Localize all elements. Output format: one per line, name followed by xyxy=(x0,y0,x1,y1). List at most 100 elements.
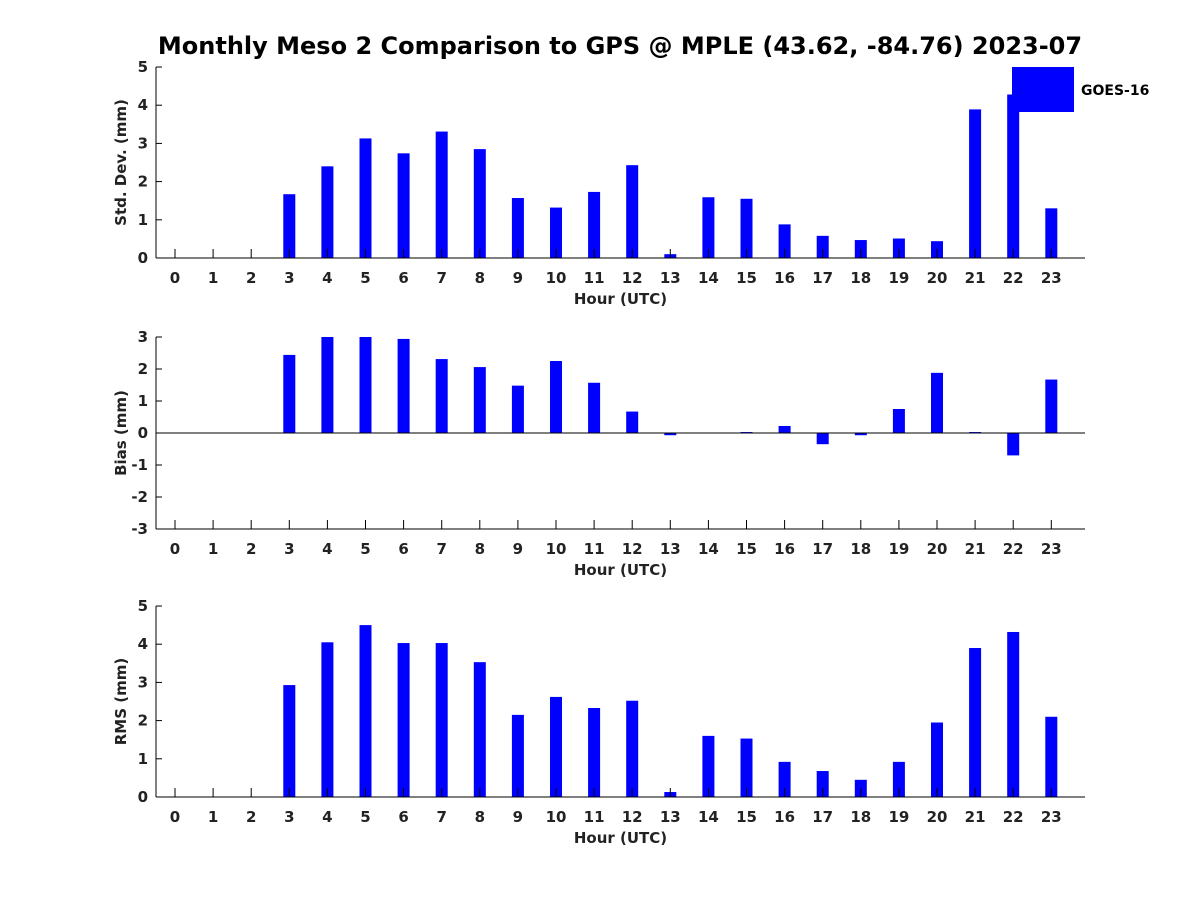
bar-rms-8 xyxy=(473,662,486,797)
bar-bias-11 xyxy=(588,382,601,433)
bar-stddev-22 xyxy=(1007,94,1020,258)
x-tick-label: 5 xyxy=(360,808,370,826)
bar-rms-17 xyxy=(816,771,829,797)
x-tick-label: 21 xyxy=(965,540,986,558)
x-tick-label: 2 xyxy=(246,808,256,826)
bar-stddev-15 xyxy=(740,198,753,258)
x-tick-label: 16 xyxy=(774,808,795,826)
x-tick-label: 11 xyxy=(584,808,605,826)
x-tick-label: 1 xyxy=(208,269,218,287)
x-axis-label: Hour (UTC) xyxy=(574,829,667,847)
x-tick-label: 23 xyxy=(1041,269,1062,287)
x-tick-label: 8 xyxy=(475,269,485,287)
x-tick-label: 20 xyxy=(927,540,948,558)
y-tick-label: -1 xyxy=(131,456,148,474)
bar-rms-16 xyxy=(778,761,791,797)
x-tick-label: 6 xyxy=(398,540,408,558)
bar-stddev-16 xyxy=(778,224,791,258)
x-tick-label: 10 xyxy=(546,540,567,558)
bar-rms-10 xyxy=(550,696,562,797)
x-tick-label: 5 xyxy=(360,540,370,558)
y-axis-label: RMS (mm) xyxy=(112,658,130,745)
bar-bias-17 xyxy=(816,433,829,445)
y-tick-label: 2 xyxy=(138,712,148,730)
y-tick-label: 2 xyxy=(138,360,148,378)
x-tick-label: 19 xyxy=(888,540,909,558)
y-tick-label: -3 xyxy=(131,520,148,538)
bar-stddev-17 xyxy=(816,235,829,258)
x-tick-label: 15 xyxy=(736,540,757,558)
bar-rms-22 xyxy=(1007,631,1020,797)
bar-rms-5 xyxy=(359,625,372,797)
x-tick-label: 3 xyxy=(284,269,294,287)
x-tick-label: 3 xyxy=(284,808,294,826)
bar-stddev-8 xyxy=(473,149,486,258)
x-tick-label: 15 xyxy=(736,808,757,826)
legend-swatch xyxy=(1012,67,1074,112)
bar-rms-6 xyxy=(397,643,410,797)
bar-bias-5 xyxy=(359,337,372,433)
bar-bias-16 xyxy=(778,425,791,433)
x-tick-label: 22 xyxy=(1003,808,1024,826)
bar-bias-6 xyxy=(397,338,410,433)
x-tick-label: 8 xyxy=(475,540,485,558)
bar-stddev-23 xyxy=(1045,208,1058,258)
x-tick-label: 18 xyxy=(850,540,871,558)
x-tick-label: 20 xyxy=(927,269,948,287)
x-tick-label: 22 xyxy=(1003,540,1024,558)
x-tick-label: 0 xyxy=(170,269,180,287)
chart-title: Monthly Meso 2 Comparison to GPS @ MPLE … xyxy=(158,32,1082,60)
bar-bias-23 xyxy=(1045,379,1058,433)
x-tick-label: 15 xyxy=(736,269,757,287)
x-tick-label: 14 xyxy=(698,808,719,826)
x-tick-label: 9 xyxy=(513,540,523,558)
y-tick-label: 5 xyxy=(138,58,148,76)
y-tick-label: 3 xyxy=(138,328,148,346)
y-tick-label: 0 xyxy=(138,424,148,442)
y-axis-label: Std. Dev. (mm) xyxy=(112,99,130,226)
x-tick-label: 19 xyxy=(888,808,909,826)
x-tick-label: 16 xyxy=(774,269,795,287)
bar-bias-7 xyxy=(435,359,448,433)
bar-bias-8 xyxy=(473,367,486,433)
bar-stddev-7 xyxy=(435,131,448,258)
x-tick-label: 18 xyxy=(850,808,871,826)
bar-rms-11 xyxy=(588,707,601,797)
x-tick-label: 3 xyxy=(284,540,294,558)
x-tick-label: 0 xyxy=(170,808,180,826)
x-tick-label: 21 xyxy=(965,269,986,287)
y-axis-label: Bias (mm) xyxy=(112,390,130,476)
x-tick-label: 23 xyxy=(1041,540,1062,558)
y-tick-label: 0 xyxy=(138,249,148,267)
y-tick-label: 4 xyxy=(138,96,148,114)
x-tick-label: 19 xyxy=(888,269,909,287)
bar-stddev-10 xyxy=(550,207,562,258)
bar-bias-12 xyxy=(626,411,639,433)
x-tick-label: 9 xyxy=(513,808,523,826)
bar-bias-4 xyxy=(321,337,334,433)
x-tick-label: 21 xyxy=(965,808,986,826)
x-tick-label: 17 xyxy=(812,269,833,287)
bar-rms-9 xyxy=(511,714,524,797)
bar-stddev-3 xyxy=(283,194,296,258)
bar-bias-20 xyxy=(931,372,943,433)
x-tick-label: 12 xyxy=(622,269,643,287)
bar-bias-9 xyxy=(511,385,524,433)
bar-stddev-21 xyxy=(969,109,982,258)
bar-bias-18 xyxy=(854,433,867,436)
y-tick-label: 3 xyxy=(138,673,148,691)
x-tick-label: 4 xyxy=(322,540,332,558)
x-axis-label: Hour (UTC) xyxy=(574,561,667,579)
x-tick-label: 10 xyxy=(546,269,567,287)
y-tick-label: 5 xyxy=(138,597,148,615)
x-tick-label: 13 xyxy=(660,269,681,287)
x-tick-label: 1 xyxy=(208,808,218,826)
x-tick-label: 8 xyxy=(475,808,485,826)
legend-label: GOES-16 xyxy=(1081,83,1149,99)
bar-rms-20 xyxy=(931,722,943,797)
x-tick-label: 23 xyxy=(1041,808,1062,826)
bar-rms-3 xyxy=(283,685,296,797)
bar-bias-13 xyxy=(664,433,677,436)
